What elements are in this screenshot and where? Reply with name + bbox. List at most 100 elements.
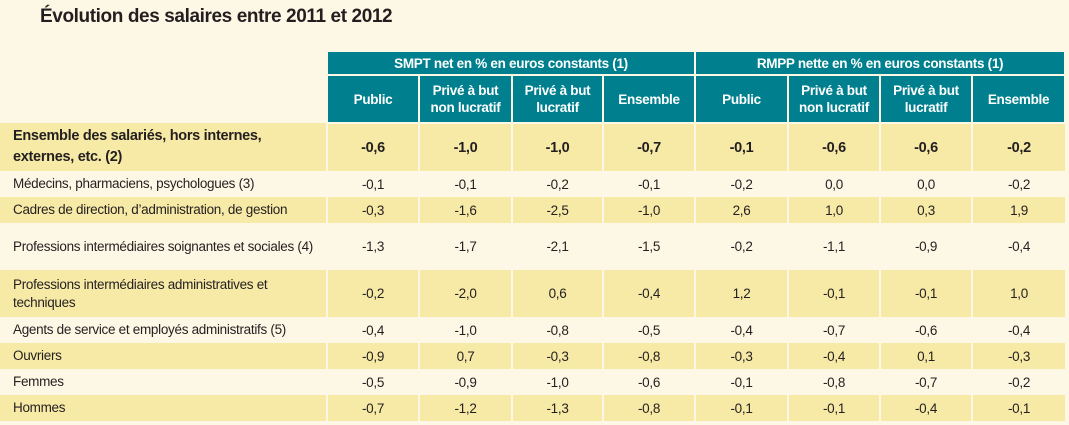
column-header: Privé à but lucratif bbox=[879, 75, 973, 124]
table-row: Cadres de direction, d’administration, d… bbox=[0, 197, 1066, 223]
value-cell: 0,0 bbox=[787, 171, 880, 197]
value-cell: 0,3 bbox=[879, 197, 972, 223]
corner-cell bbox=[0, 75, 327, 123]
value-cell: -1,0 bbox=[418, 123, 512, 171]
value-cell: -0,6 bbox=[326, 123, 419, 171]
value-cell: -0,2 bbox=[970, 369, 1066, 395]
value-cell: -0,7 bbox=[787, 317, 880, 343]
table-row: Professions intermédiaires soignantes et… bbox=[0, 223, 1066, 270]
value-cell: -0,6 bbox=[879, 123, 972, 171]
value-cell: -0,1 bbox=[694, 369, 788, 395]
value-cell: -1,0 bbox=[418, 317, 512, 343]
value-cell: -0,2 bbox=[326, 270, 419, 317]
table-row: Agents de service et employés administra… bbox=[0, 317, 1066, 343]
value-cell: 1,0 bbox=[787, 197, 880, 223]
table-row: Ensemble des salariés, hors internes, ex… bbox=[0, 123, 1066, 171]
value-cell: -0,6 bbox=[879, 317, 972, 343]
group-header-rmpp: RMPP nette en % en euros constants (1) bbox=[693, 52, 1067, 76]
value-cell: -0,1 bbox=[694, 395, 788, 421]
value-cell: -0,2 bbox=[694, 171, 788, 197]
value-cell: -0,4 bbox=[970, 317, 1066, 343]
value-cell: -0,5 bbox=[326, 369, 419, 395]
value-cell: -0,1 bbox=[602, 171, 695, 197]
row-label: Professions intermédiaires administrativ… bbox=[0, 270, 327, 317]
value-cell: -0,4 bbox=[694, 317, 788, 343]
value-cell: -0,7 bbox=[326, 395, 419, 421]
value-cell: -0,9 bbox=[418, 369, 512, 395]
value-cell: 1,9 bbox=[970, 197, 1066, 223]
value-cell: -0,6 bbox=[602, 369, 695, 395]
salary-table: SMPT net en % en euros constants (1) RMP… bbox=[0, 52, 1067, 421]
value-cell: -1,0 bbox=[602, 197, 695, 223]
value-cell: -1,3 bbox=[511, 395, 603, 421]
value-cell: -0,3 bbox=[694, 343, 788, 369]
value-cell: -0,2 bbox=[970, 123, 1066, 171]
value-cell: -0,5 bbox=[602, 317, 695, 343]
corner-cell bbox=[0, 52, 327, 75]
row-label: Cadres de direction, d’administration, d… bbox=[0, 197, 327, 223]
value-cell: -0,1 bbox=[879, 270, 972, 317]
value-cell: -0,8 bbox=[602, 395, 695, 421]
value-cell: -0,6 bbox=[787, 123, 880, 171]
table-row: Hommes -0,7 -1,2 -1,3 -0,8 -0,1 -0,1 -0,4 -0,1 bbox=[0, 395, 1066, 421]
value-cell: -0,7 bbox=[879, 369, 972, 395]
column-header: Public bbox=[694, 75, 789, 124]
value-cell: -0,4 bbox=[602, 270, 695, 317]
row-label: Ensemble des salariés, hors internes, ex… bbox=[0, 123, 327, 171]
value-cell: -0,4 bbox=[326, 317, 419, 343]
value-cell: -0,4 bbox=[879, 395, 972, 421]
value-cell: 1,0 bbox=[970, 270, 1066, 317]
value-cell: -0,4 bbox=[787, 343, 880, 369]
table-row: Ouvriers -0,9 0,7 -0,3 -0,8 -0,3 -0,4 0,1 -0,3 bbox=[0, 343, 1066, 369]
value-cell: 0,1 bbox=[879, 343, 972, 369]
value-cell: -1,0 bbox=[511, 123, 603, 171]
value-cell: -0,7 bbox=[602, 123, 695, 171]
column-header: Privé à but lucratif bbox=[511, 75, 604, 124]
value-cell: -0,9 bbox=[879, 223, 972, 270]
row-label: Médecins, pharmaciens, psychologues (3) bbox=[13, 176, 255, 191]
row-label: Ouvriers bbox=[0, 343, 327, 369]
column-header: Privé à but non lucratif bbox=[787, 75, 881, 124]
value-cell: -0,2 bbox=[511, 171, 603, 197]
value-cell: 0,0 bbox=[879, 171, 972, 197]
column-header: Ensemble bbox=[602, 75, 696, 124]
value-cell: -0,1 bbox=[970, 395, 1066, 421]
value-cell: 1,2 bbox=[694, 270, 788, 317]
value-cell: 0,7 bbox=[418, 343, 512, 369]
value-cell: -0,1 bbox=[787, 270, 880, 317]
value-cell: -0,4 bbox=[970, 223, 1066, 270]
table-row: Médecins, pharmaciens, psychologues (3) -… bbox=[0, 171, 1066, 197]
value-cell: -2,0 bbox=[418, 270, 512, 317]
value-cell: -1,6 bbox=[418, 197, 512, 223]
value-cell: -1,7 bbox=[418, 223, 512, 270]
value-cell: -0,9 bbox=[326, 343, 419, 369]
value-cell: -1,2 bbox=[418, 395, 512, 421]
value-cell: -0,8 bbox=[511, 317, 603, 343]
row-label: Femmes bbox=[13, 374, 64, 389]
table-row: Femmes -0,5 -0,9 -1,0 -0,6 -0,1 -0,8 -0,7 -0,2 bbox=[0, 369, 1066, 395]
value-cell: -0,3 bbox=[970, 343, 1066, 369]
value-cell: -0,1 bbox=[418, 171, 512, 197]
value-cell: -0,3 bbox=[511, 343, 603, 369]
table-row: Professions intermédiaires administrativ… bbox=[0, 270, 1066, 317]
value-cell: -2,1 bbox=[511, 223, 603, 270]
value-cell: -0,8 bbox=[787, 369, 880, 395]
row-label: Hommes bbox=[0, 395, 327, 421]
value-cell: -1,5 bbox=[602, 223, 695, 270]
value-cell: -0,1 bbox=[694, 123, 788, 171]
value-cell: -0,3 bbox=[326, 197, 419, 223]
page-title: Évolution des salaires entre 2011 et 201… bbox=[40, 6, 393, 27]
value-cell: 2,6 bbox=[694, 197, 788, 223]
value-cell: 0,6 bbox=[511, 270, 603, 317]
row-label: Agents de service et employés administra… bbox=[13, 322, 286, 337]
value-cell: -0,8 bbox=[602, 343, 695, 369]
value-cell: -1,0 bbox=[511, 369, 603, 395]
value-cell: -1,1 bbox=[787, 223, 880, 270]
value-cell: -0,2 bbox=[694, 223, 788, 270]
column-header: Privé à but non lucratif bbox=[418, 75, 513, 124]
row-label: Professions intermédiaires soignantes et… bbox=[13, 238, 313, 254]
value-cell: -0,2 bbox=[970, 171, 1066, 197]
column-header: Ensemble bbox=[970, 75, 1067, 124]
value-cell: -1,3 bbox=[326, 223, 419, 270]
group-header-smpt: SMPT net en % en euros constants (1) bbox=[326, 52, 696, 76]
